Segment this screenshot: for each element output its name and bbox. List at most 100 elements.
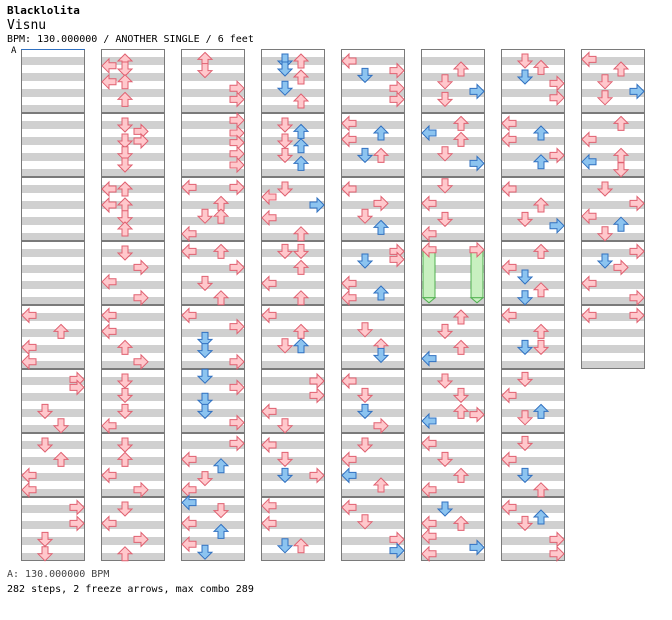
beat-stripe — [261, 297, 325, 305]
step-arrow-down — [436, 91, 454, 108]
beat-stripe — [261, 153, 325, 161]
step-arrow-down — [276, 181, 294, 197]
measure-border — [261, 113, 325, 177]
step-arrow-right — [133, 289, 149, 307]
step-arrow-down — [356, 322, 374, 338]
beat-stripe — [21, 121, 85, 129]
step-arrow-left — [581, 131, 597, 148]
step-arrow-left — [581, 51, 597, 68]
beat-stripe — [501, 137, 565, 145]
beat-stripe — [21, 377, 85, 385]
beat-stripe — [501, 153, 565, 161]
measure-border — [101, 113, 165, 177]
step-arrow-left — [501, 259, 517, 276]
beat-stripe — [341, 441, 405, 449]
step-arrow-right — [373, 195, 389, 212]
beat-stripe — [261, 201, 325, 209]
beat-stripe — [341, 505, 405, 513]
measure-border — [261, 177, 325, 241]
step-arrow-up — [532, 125, 550, 141]
measure-border — [581, 49, 645, 113]
beat-stripe — [101, 73, 165, 81]
step-arrow-right — [549, 147, 565, 164]
beat-stripe — [261, 121, 325, 129]
beat-stripe — [581, 169, 645, 177]
beat-stripe — [501, 105, 565, 113]
beat-stripe — [501, 121, 565, 129]
step-arrow-up — [116, 74, 134, 90]
step-arrow-left — [341, 275, 357, 292]
step-arrow-up — [116, 221, 134, 237]
beat-stripe — [101, 233, 165, 241]
beat-stripe — [501, 89, 565, 97]
step-arrow-right — [629, 307, 645, 324]
step-arrow-left — [101, 323, 117, 340]
step-arrow-down — [36, 531, 54, 548]
step-arrow-left — [101, 73, 117, 91]
beat-stripe — [101, 537, 165, 545]
beat-stripe — [341, 553, 405, 561]
beat-stripe — [501, 73, 565, 81]
step-arrow-left — [501, 451, 517, 468]
step-arrow-right — [229, 435, 245, 452]
beat-stripe — [181, 409, 245, 417]
beat-stripe — [581, 121, 645, 129]
beat-stripe — [501, 393, 565, 401]
step-arrow-down — [596, 181, 614, 197]
beat-stripe — [181, 137, 245, 145]
beat-stripe — [181, 169, 245, 177]
step-arrow-up — [292, 155, 310, 171]
beat-stripe — [421, 329, 485, 337]
step-arrow-down — [36, 403, 54, 420]
beat-stripe — [261, 233, 325, 241]
measure-border — [21, 113, 85, 177]
beat-stripe — [21, 313, 85, 321]
step-arrow-right — [133, 531, 149, 548]
measure-border — [341, 305, 405, 369]
measure-border — [181, 433, 245, 497]
beat-stripe — [581, 361, 645, 369]
step-arrow-down — [116, 133, 134, 149]
beat-stripe — [501, 329, 565, 337]
step-arrow-down — [516, 515, 534, 532]
beat-stripe — [581, 185, 645, 193]
step-arrow-left — [581, 207, 597, 225]
step-arrow-right — [69, 515, 85, 532]
beat-stripe — [181, 233, 245, 241]
beat-stripe — [21, 329, 85, 337]
step-arrow-left — [101, 467, 117, 484]
beat-stripe — [501, 249, 565, 257]
beat-stripe — [101, 153, 165, 161]
step-arrow-left — [101, 196, 117, 214]
step-arrow-down — [276, 243, 294, 260]
step-arrow-left — [21, 467, 37, 484]
beat-stripe — [581, 89, 645, 97]
beat-stripe — [421, 473, 485, 481]
beat-stripe — [581, 201, 645, 209]
beat-stripe — [21, 409, 85, 417]
beat-stripe — [181, 457, 245, 465]
beat-stripe — [341, 73, 405, 81]
beat-stripe — [181, 361, 245, 369]
beat-stripe — [581, 329, 645, 337]
step-arrow-up — [532, 403, 550, 419]
step-arrow-up — [292, 259, 310, 275]
measure-border — [501, 177, 565, 241]
step-arrow-right — [309, 467, 325, 484]
step-arrow-down — [196, 368, 214, 384]
measure-border — [421, 241, 485, 305]
measure-border — [421, 177, 485, 241]
measure-border — [341, 241, 405, 305]
step-arrow-down — [356, 387, 374, 404]
beat-stripe — [341, 89, 405, 97]
measure-border — [181, 241, 245, 305]
step-arrow-up — [532, 59, 550, 75]
step-arrow-down — [276, 117, 294, 133]
step-arrow-down — [596, 226, 614, 242]
step-arrow-left — [501, 131, 517, 148]
beat-stripe — [421, 233, 485, 241]
beat-stripe — [341, 185, 405, 193]
beat-stripe — [421, 153, 485, 161]
step-arrow-down — [596, 90, 614, 106]
step-arrow-right — [549, 217, 565, 235]
